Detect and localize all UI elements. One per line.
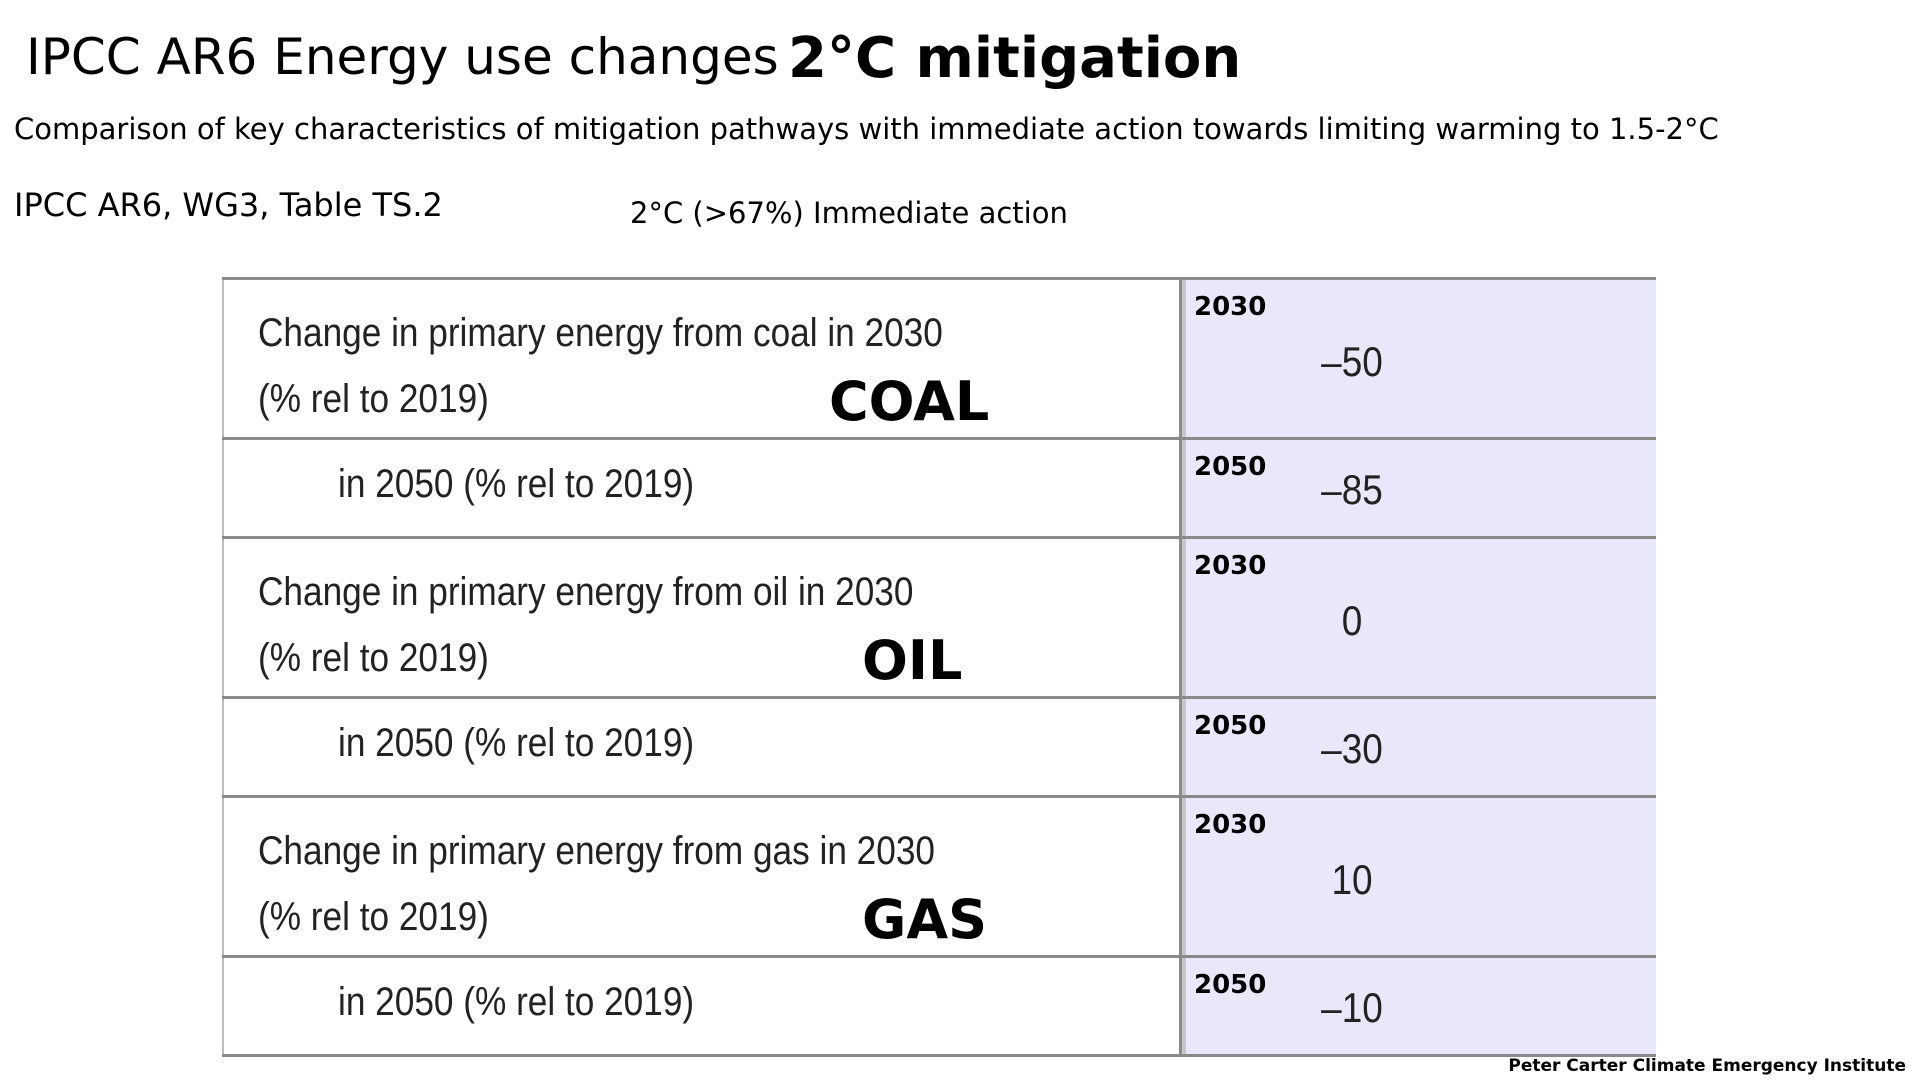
row-label-cell: in 2050 (% rel to 2019)	[222, 440, 1182, 536]
fuel-label-gas: GAS	[862, 888, 988, 951]
table-row-oil-2030: Change in primary energy from oil in 203…	[222, 539, 1656, 699]
table-row-coal-2050: in 2050 (% rel to 2019) 2050 –85	[222, 440, 1656, 539]
value-cell: 2030 0	[1182, 539, 1656, 696]
source-citation: IPCC AR6, WG3, Table TS.2	[14, 186, 443, 224]
row-label: in 2050 (% rel to 2019)	[338, 462, 695, 506]
row-label: in 2050 (% rel to 2019)	[338, 980, 695, 1024]
row-label-cell: Change in primary energy from oil in 203…	[222, 539, 1182, 696]
value-text: –50	[1321, 338, 1383, 385]
row-label-cell: Change in primary energy from gas in 203…	[222, 798, 1182, 955]
year-tag: 2050	[1194, 970, 1267, 1000]
year-tag: 2030	[1194, 551, 1267, 581]
row-label-cell: in 2050 (% rel to 2019)	[222, 958, 1182, 1054]
value-text: –10	[1321, 984, 1383, 1031]
year-tag: 2030	[1194, 810, 1267, 840]
row-label-cell: Change in primary energy from coal in 20…	[222, 280, 1182, 437]
page-title: IPCC AR6 Energy use changes	[26, 28, 779, 86]
value-cell: 2030 10	[1182, 798, 1656, 955]
row-label: Change in primary energy from coal in 20…	[258, 300, 943, 432]
table-row-coal-2030: Change in primary energy from coal in 20…	[222, 280, 1656, 440]
row-label-line2: (% rel to 2019)	[258, 895, 489, 939]
table-row-gas-2030: Change in primary energy from gas in 203…	[222, 798, 1656, 958]
value-text: –30	[1321, 725, 1383, 772]
table-row-gas-2050: in 2050 (% rel to 2019) 2050 –10	[222, 958, 1656, 1057]
row-label-line1: Change in primary energy from gas in 203…	[258, 829, 935, 873]
year-tag: 2050	[1194, 452, 1267, 482]
energy-change-table: Change in primary energy from coal in 20…	[222, 277, 1656, 1057]
value-text: –85	[1321, 466, 1383, 513]
year-tag: 2030	[1194, 292, 1267, 322]
row-label-line2: (% rel to 2019)	[258, 636, 489, 680]
value-cell: 2050 –85	[1182, 440, 1656, 536]
value-cell: 2050 –10	[1182, 958, 1656, 1054]
page-title-emphasis: 2°C mitigation	[788, 26, 1242, 91]
fuel-label-coal: COAL	[829, 370, 990, 433]
table-row-oil-2050: in 2050 (% rel to 2019) 2050 –30	[222, 699, 1656, 798]
row-label-line1: Change in primary energy from coal in 20…	[258, 311, 943, 355]
credit-footer: Peter Carter Climate Emergency Institute	[1508, 1056, 1906, 1076]
value-cell: 2030 –50	[1182, 280, 1656, 437]
subtitle: Comparison of key characteristics of mit…	[14, 112, 1719, 146]
row-label: Change in primary energy from oil in 203…	[258, 559, 913, 691]
value-cell: 2050 –30	[1182, 699, 1656, 795]
scenario-label: 2°C (>67%) Immediate action	[630, 196, 1068, 230]
year-tag: 2050	[1194, 711, 1267, 741]
value-text: 0	[1341, 597, 1363, 644]
row-label-line2: (% rel to 2019)	[258, 377, 489, 421]
row-label-cell: in 2050 (% rel to 2019)	[222, 699, 1182, 795]
value-text: 10	[1331, 856, 1373, 903]
row-label: in 2050 (% rel to 2019)	[338, 721, 695, 765]
fuel-label-oil: OIL	[862, 629, 963, 692]
row-label-line1: Change in primary energy from oil in 203…	[258, 570, 914, 614]
row-label: Change in primary energy from gas in 203…	[258, 818, 935, 950]
